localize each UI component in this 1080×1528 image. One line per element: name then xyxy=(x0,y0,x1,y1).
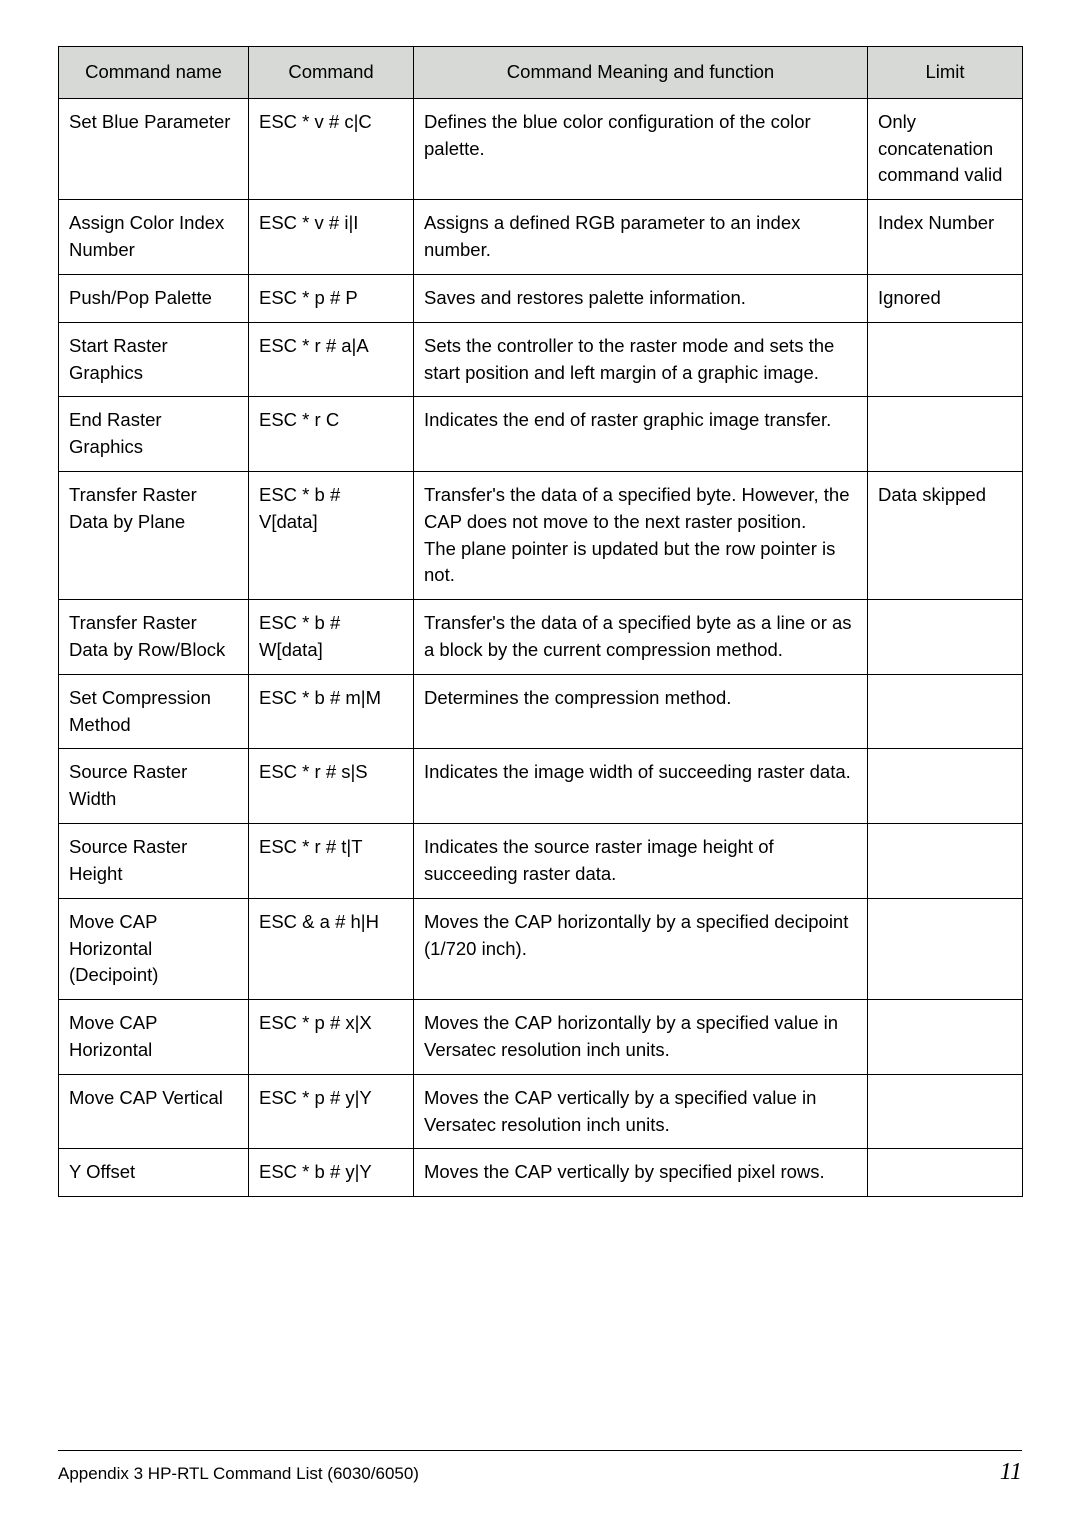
cell-meaning: Assigns a defined RGB parameter to an in… xyxy=(414,200,868,275)
col-header-command: Command xyxy=(249,47,414,99)
cell-limit: Index Number xyxy=(868,200,1023,275)
cell-meaning: Moves the CAP horizontally by a specifie… xyxy=(414,1000,868,1075)
cell-command: ESC * v # c|C xyxy=(249,98,414,199)
cell-limit xyxy=(868,824,1023,899)
cell-meaning: Indicates the source raster image height… xyxy=(414,824,868,899)
cell-meaning: Moves the CAP vertically by specified pi… xyxy=(414,1149,868,1197)
cell-limit: Data skipped xyxy=(868,471,1023,599)
table-row: Assign Color Index NumberESC * v # i|IAs… xyxy=(59,200,1023,275)
table-row: Move CAP Horizontal (Decipoint)ESC & a #… xyxy=(59,898,1023,999)
cell-name: Transfer Raster Data by Plane xyxy=(59,471,249,599)
table-row: Move CAP VerticalESC * p # y|YMoves the … xyxy=(59,1074,1023,1149)
cell-meaning: Defines the blue color configuration of … xyxy=(414,98,868,199)
table-row: End Raster GraphicsESC * r CIndicates th… xyxy=(59,397,1023,472)
table-row: Set Blue ParameterESC * v # c|CDefines t… xyxy=(59,98,1023,199)
cell-meaning: Saves and restores palette information. xyxy=(414,274,868,322)
cell-command: ESC * p # P xyxy=(249,274,414,322)
table-header-row: Command name Command Command Meaning and… xyxy=(59,47,1023,99)
cell-name: Set Blue Parameter xyxy=(59,98,249,199)
cell-name: Set Compression Method xyxy=(59,674,249,749)
cell-limit xyxy=(868,397,1023,472)
cell-command: ESC * p # y|Y xyxy=(249,1074,414,1149)
cell-name: Move CAP Horizontal xyxy=(59,1000,249,1075)
cell-command: ESC * v # i|I xyxy=(249,200,414,275)
cell-name: Push/Pop Palette xyxy=(59,274,249,322)
cell-name: Source Raster Height xyxy=(59,824,249,899)
cell-name: Start Raster Graphics xyxy=(59,322,249,397)
table-row: Start Raster GraphicsESC * r # a|ASets t… xyxy=(59,322,1023,397)
cell-meaning: Sets the controller to the raster mode a… xyxy=(414,322,868,397)
cell-command: ESC * r C xyxy=(249,397,414,472)
cell-limit xyxy=(868,674,1023,749)
cell-command: ESC * b # W[data] xyxy=(249,600,414,675)
table-row: Source Raster HeightESC * r # t|TIndicat… xyxy=(59,824,1023,899)
cell-command: ESC * r # s|S xyxy=(249,749,414,824)
cell-limit xyxy=(868,1074,1023,1149)
cell-meaning: Moves the CAP vertically by a specified … xyxy=(414,1074,868,1149)
col-header-meaning: Command Meaning and function xyxy=(414,47,868,99)
col-header-limit: Limit xyxy=(868,47,1023,99)
cell-command: ESC * r # t|T xyxy=(249,824,414,899)
cell-meaning: Moves the CAP horizontally by a specifie… xyxy=(414,898,868,999)
cell-name: Transfer Raster Data by Row/Block xyxy=(59,600,249,675)
cell-limit: Ignored xyxy=(868,274,1023,322)
cell-limit xyxy=(868,1149,1023,1197)
cell-command: ESC * b # m|M xyxy=(249,674,414,749)
cell-name: Source Raster Width xyxy=(59,749,249,824)
cell-limit: Only concatenation command valid xyxy=(868,98,1023,199)
cell-limit xyxy=(868,600,1023,675)
cell-command: ESC * p # x|X xyxy=(249,1000,414,1075)
table-row: Set Compression MethodESC * b # m|MDeter… xyxy=(59,674,1023,749)
cell-meaning: Indicates the image width of succeeding … xyxy=(414,749,868,824)
table-row: Push/Pop PaletteESC * p # PSaves and res… xyxy=(59,274,1023,322)
cell-limit xyxy=(868,1000,1023,1075)
cell-meaning: Transfer's the data of a specified byte.… xyxy=(414,471,868,599)
cell-meaning: Determines the compression method. xyxy=(414,674,868,749)
cell-command: ESC * b # V[data] xyxy=(249,471,414,599)
cell-limit xyxy=(868,322,1023,397)
page-number: 11 xyxy=(1000,1459,1022,1486)
cell-name: Move CAP Vertical xyxy=(59,1074,249,1149)
table-row: Source Raster WidthESC * r # s|SIndicate… xyxy=(59,749,1023,824)
table-row: Y OffsetESC * b # y|YMoves the CAP verti… xyxy=(59,1149,1023,1197)
cell-limit xyxy=(868,898,1023,999)
cell-name: End Raster Graphics xyxy=(59,397,249,472)
table-row: Transfer Raster Data by PlaneESC * b # V… xyxy=(59,471,1023,599)
cell-command: ESC * b # y|Y xyxy=(249,1149,414,1197)
footer-text: Appendix 3 HP-RTL Command List (6030/605… xyxy=(58,1464,419,1484)
command-table: Command name Command Command Meaning and… xyxy=(58,46,1023,1197)
table-row: Move CAP HorizontalESC * p # x|XMoves th… xyxy=(59,1000,1023,1075)
cell-name: Y Offset xyxy=(59,1149,249,1197)
table-row: Transfer Raster Data by Row/BlockESC * b… xyxy=(59,600,1023,675)
cell-meaning: Transfer's the data of a specified byte … xyxy=(414,600,868,675)
cell-meaning: Indicates the end of raster graphic imag… xyxy=(414,397,868,472)
cell-name: Assign Color Index Number xyxy=(59,200,249,275)
cell-command: ESC * r # a|A xyxy=(249,322,414,397)
col-header-name: Command name xyxy=(59,47,249,99)
cell-name: Move CAP Horizontal (Decipoint) xyxy=(59,898,249,999)
cell-command: ESC & a # h|H xyxy=(249,898,414,999)
page-footer: Appendix 3 HP-RTL Command List (6030/605… xyxy=(58,1450,1022,1486)
cell-limit xyxy=(868,749,1023,824)
